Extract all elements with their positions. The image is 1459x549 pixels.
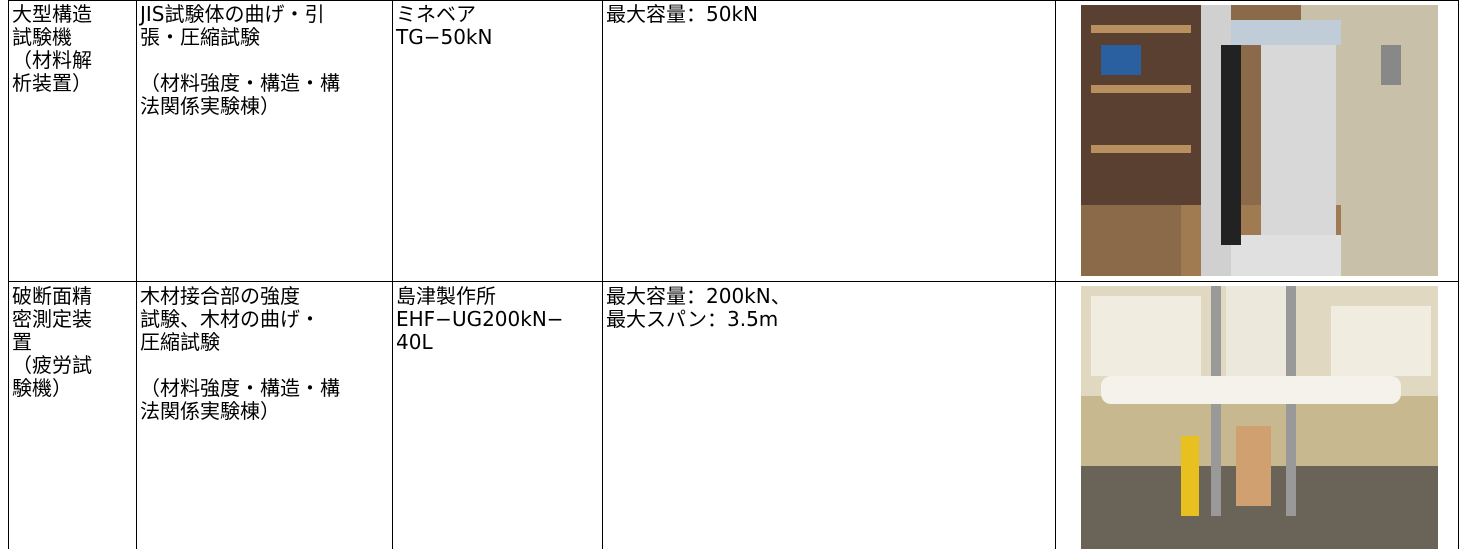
table-cell: ミネベア TG−50kN: [396, 3, 492, 49]
cell-text: 析装置）: [12, 71, 92, 95]
table-cell: 島津製作所 EHF−UG200kN− 40L: [396, 285, 564, 354]
photo-testing-machine: [1081, 5, 1438, 276]
row-divider: [8, 281, 1459, 282]
cell-text: 張・圧縮試験: [140, 25, 260, 49]
cell-text: 破断面精: [12, 284, 92, 308]
cell-text: 法関係実験棟）: [140, 399, 280, 423]
cell-text: 最大容量：200kN、: [606, 284, 791, 308]
column-divider: [602, 0, 603, 549]
cell-text: 大型構造: [12, 2, 92, 26]
cell-text: ミネベア: [396, 2, 476, 26]
cell-text: 試験機: [12, 25, 72, 49]
column-divider: [8, 0, 9, 549]
cell-text: （材料強度・構造・構: [140, 376, 340, 400]
cell-text: （疲労試: [12, 353, 92, 377]
table-cell: JIS試験体の曲げ・引 張・圧縮試験 （材料強度・構造・構 法関係実験棟）: [140, 3, 340, 118]
cell-text: 40L: [396, 330, 433, 354]
table-cell: 木材接合部の強度 試験、木材の曲げ・ 圧縮試験 （材料強度・構造・構 法関係実験棟）: [140, 285, 340, 423]
cell-text: 最大スパン：3.5m: [606, 307, 779, 331]
cell-text: 木材接合部の強度: [140, 284, 300, 308]
photo-fatigue-tester: [1081, 286, 1438, 549]
cell-text: 密測定装: [12, 307, 92, 331]
cell-text: 験機）: [12, 376, 72, 400]
cell-text: 試験、木材の曲げ・: [140, 307, 320, 331]
table-cell: 破断面精 密測定装置（疲労試 験機）: [12, 285, 92, 400]
cell-text: EHF−UG200kN−: [396, 307, 564, 331]
cell-text: JIS試験体の曲げ・引: [140, 2, 325, 26]
cell-text: （材料強度・構造・構: [140, 71, 340, 95]
paragraph-gap: [140, 354, 340, 377]
cell-text: 圧縮試験: [140, 330, 220, 354]
cell-text: （材料解: [12, 48, 92, 72]
paragraph-gap: [140, 49, 340, 72]
column-divider: [1055, 0, 1056, 549]
cell-text: TG−50kN: [396, 25, 493, 49]
column-divider: [392, 0, 393, 549]
table-cell: 最大容量：200kN、 最大スパン：3.5m: [606, 285, 791, 331]
cell-text: 置: [12, 330, 32, 354]
table-cell: 大型構造 試験機 （材料解 析装置）: [12, 3, 92, 95]
table-border: [8, 0, 1459, 1]
cell-text: 島津製作所: [396, 284, 496, 308]
cell-text: 法関係実験棟）: [140, 94, 280, 118]
column-divider: [136, 0, 137, 549]
cell-text: 最大容量：50kN: [606, 2, 758, 26]
table-cell: 最大容量：50kN: [606, 3, 758, 26]
